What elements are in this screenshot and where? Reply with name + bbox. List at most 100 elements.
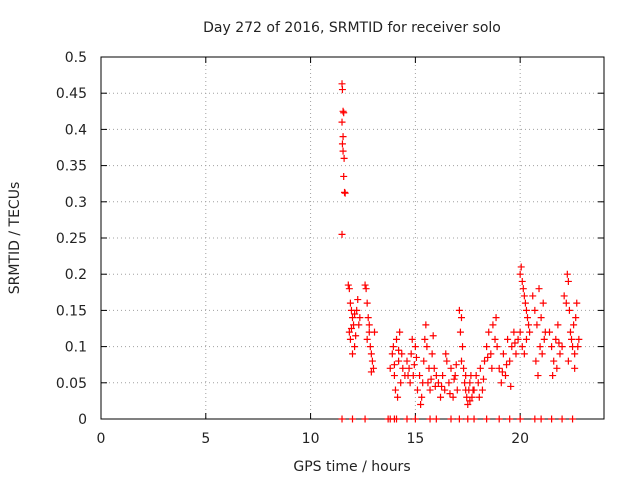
data-point [338, 230, 346, 238]
data-point [366, 343, 374, 351]
data-point [460, 364, 468, 372]
data-point [484, 353, 492, 361]
y-axis-label: SRMTID / TECUs [7, 182, 23, 295]
data-point [339, 107, 347, 115]
data-point [425, 364, 433, 372]
data-point [363, 335, 371, 343]
data-point [508, 343, 516, 351]
y-tick-label: 0.3 [65, 195, 87, 211]
data-point [338, 86, 346, 94]
data-point [475, 393, 483, 401]
data-point [419, 379, 427, 387]
data-point [391, 386, 399, 394]
data-point [522, 306, 530, 314]
data-point [413, 386, 421, 394]
data-point [455, 415, 463, 423]
data-point [487, 350, 495, 358]
x-axis-label: GPS time / hours [293, 459, 410, 475]
data-point [388, 350, 396, 358]
data-point [514, 335, 522, 343]
data-point [546, 328, 554, 336]
data-point [407, 350, 415, 358]
data-point [447, 415, 455, 423]
data-point [434, 379, 442, 387]
data-point [416, 372, 424, 380]
data-point [351, 310, 359, 318]
data-point [531, 306, 539, 314]
data-point [539, 299, 547, 307]
data-point [432, 372, 440, 380]
data-point [349, 415, 356, 423]
data-point [476, 364, 484, 372]
y-tick-label: 0.2 [65, 267, 87, 283]
data-point [442, 350, 450, 358]
y-tick-label: 0.15 [56, 303, 87, 319]
data-point [459, 343, 467, 351]
data-point [472, 372, 480, 380]
data-point [451, 372, 459, 380]
data-point [568, 335, 576, 343]
data-point [369, 364, 377, 372]
data-point [497, 379, 505, 387]
grid-lines [101, 57, 604, 419]
data-point [405, 364, 413, 372]
data-point [569, 415, 577, 423]
data-point [511, 339, 519, 347]
x-tick-label: 5 [201, 431, 210, 447]
data-point [556, 350, 564, 358]
data-point [503, 361, 511, 369]
chart-title: Day 272 of 2016, SRMTID for receiver sol… [203, 20, 501, 36]
data-point [558, 415, 566, 423]
data-point [363, 299, 371, 307]
data-point [339, 133, 347, 141]
data-point [398, 350, 406, 358]
data-point [538, 350, 546, 358]
data-point [558, 343, 566, 351]
data-point [525, 321, 533, 329]
data-point [495, 415, 503, 423]
data-point [396, 328, 404, 336]
data-point [566, 328, 574, 336]
data-point [548, 343, 556, 351]
data-point [364, 314, 372, 322]
data-point [535, 285, 543, 293]
data-point [510, 328, 518, 336]
data-point [356, 314, 364, 322]
data-point [423, 343, 431, 351]
data-point [491, 335, 499, 343]
data-point [575, 335, 583, 343]
data-point [488, 364, 496, 372]
data-point [550, 357, 558, 365]
data-point [533, 321, 541, 329]
data-point [517, 263, 525, 271]
data-point [520, 350, 528, 358]
data-point [389, 343, 397, 351]
data-point [531, 415, 539, 423]
data-point [441, 386, 449, 394]
data-point [346, 299, 354, 307]
data-point [371, 328, 379, 336]
data-point [506, 415, 514, 423]
data-point [437, 393, 445, 401]
data-point [361, 415, 369, 423]
data-point [427, 375, 435, 383]
y-tick-label: 0.45 [56, 86, 87, 102]
data-point [417, 401, 425, 409]
data-point [548, 415, 556, 423]
data-point [534, 372, 542, 380]
x-tick-label: 0 [97, 431, 106, 447]
data-point [367, 350, 375, 358]
y-tick-label: 0.1 [65, 340, 87, 356]
data-point [426, 415, 434, 423]
data-point [485, 328, 493, 336]
data-point [368, 357, 376, 365]
data-point [351, 343, 359, 351]
data-point [452, 361, 460, 369]
data-point [483, 415, 491, 423]
data-point [554, 321, 562, 329]
data-point [395, 346, 403, 354]
data-point [355, 321, 363, 329]
x-tick-label: 20 [511, 431, 529, 447]
data-point [403, 357, 411, 365]
data-point [447, 364, 455, 372]
